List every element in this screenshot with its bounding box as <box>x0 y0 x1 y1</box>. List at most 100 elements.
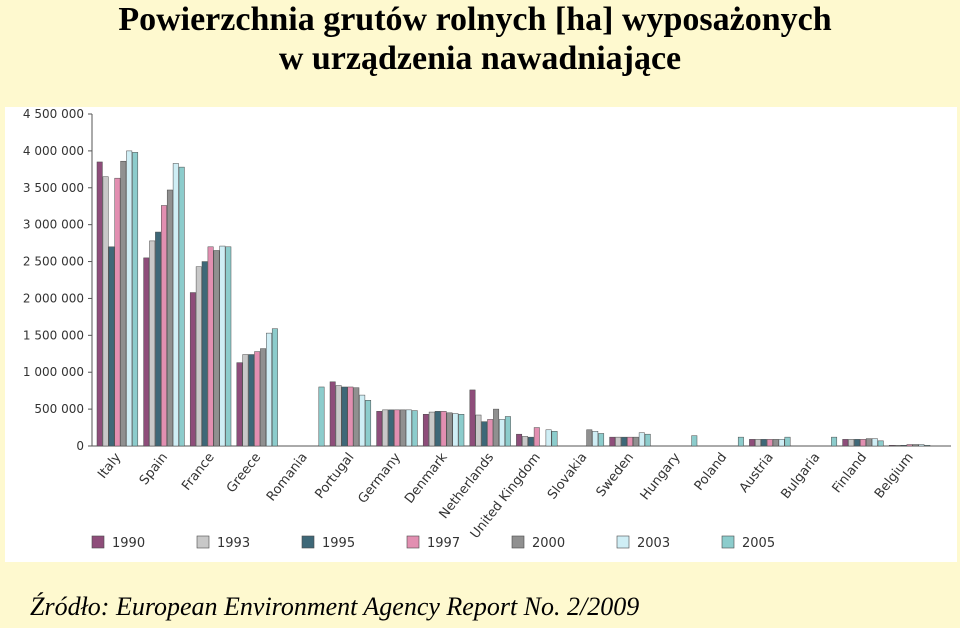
x-tick-label: Spain <box>137 450 171 488</box>
y-tick-label: 0 <box>76 439 84 453</box>
bar-finland-1993 <box>848 439 855 447</box>
x-axis-labels: Italy Spain France Greece Romania PortugalGer… <box>95 450 916 542</box>
legend-label-1995: 1995 <box>322 536 355 551</box>
bar-belgium-2005 <box>924 445 931 447</box>
bar-portugal-1997 <box>347 386 354 447</box>
bar-italy-2005 <box>132 152 139 447</box>
bar-netherlands-1995 <box>481 421 488 447</box>
x-tick-label: Poland <box>692 450 731 493</box>
bar-netherlands-2000 <box>493 408 500 447</box>
title-line-2: w urządzenia nawadniające <box>278 40 682 77</box>
legend-label-2000: 2000 <box>532 536 565 551</box>
bar-spain-1993 <box>149 240 156 447</box>
x-tick-label: France <box>179 450 217 493</box>
bar-france-2000 <box>213 250 220 447</box>
x-tick-label: Austria <box>737 450 777 495</box>
bar-germany-1993 <box>382 409 389 447</box>
bar-greece-2003 <box>266 332 272 447</box>
bar-portugal-2003 <box>359 394 366 447</box>
legend-swatch-2003 <box>616 535 630 549</box>
bar-belgium-2003 <box>918 444 925 447</box>
bar-netherlands-2005 <box>504 416 511 447</box>
bar-greece-1997 <box>254 351 261 447</box>
chart-area: 0 500 000 1 000 000 1 500 000 2 000 000 2 500… <box>5 107 957 562</box>
legend: 1990 1993 1995 1997 2000 2003 2005 <box>91 535 775 551</box>
x-tick-label: Finland <box>830 450 870 496</box>
x-tick-label: Denmark <box>402 450 451 507</box>
bar-germany-1995 <box>388 409 395 447</box>
bar-denmark-1995 <box>434 411 441 447</box>
bar-italy-1997 <box>114 177 121 447</box>
legend-swatch-1993 <box>196 535 210 549</box>
bar-spain-1990 <box>143 257 150 447</box>
bar-italy-2000 <box>120 160 127 447</box>
y-tick-label: 3 000 000 <box>23 218 84 232</box>
bar-finland-1997 <box>860 439 866 447</box>
bar-denmark-2003 <box>452 413 459 447</box>
bar-germany-2005 <box>411 410 418 447</box>
legend-swatch-1990 <box>91 535 105 549</box>
bar-spain-2000 <box>166 189 173 447</box>
bar-austria-2000 <box>772 439 779 447</box>
bar-denmark-1990 <box>422 414 429 447</box>
bar-finland-1995 <box>854 439 861 447</box>
bar-united-kingdom-2003 <box>545 429 552 447</box>
bar-portugal-1995 <box>341 386 348 447</box>
bar-france-2005 <box>225 246 232 447</box>
bar-denmark-1997 <box>440 411 447 447</box>
legend-label-1997: 1997 <box>427 536 460 551</box>
bar-austria-2003 <box>778 439 785 447</box>
y-tick-label: 4 000 000 <box>23 144 84 158</box>
bar-austria-1993 <box>755 439 761 447</box>
bar-slovakia-2000 <box>586 429 593 447</box>
bar-united-kingdom-1997 <box>533 427 540 447</box>
bar-belgium-1990 <box>888 445 895 447</box>
bar-bulgaria-2005 <box>831 436 838 447</box>
x-tick-label: Portugal <box>312 450 357 502</box>
bar-austria-2005 <box>784 436 791 447</box>
legend-label-2005: 2005 <box>742 536 775 551</box>
bar-austria-1995 <box>760 439 767 447</box>
bar-portugal-1993 <box>335 385 342 447</box>
legend-swatch-2005 <box>721 535 735 549</box>
source-note: Źródło: European Environment Agency Repo… <box>30 592 640 621</box>
bar-united-kingdom-1995 <box>527 436 534 447</box>
bar-greece-1993 <box>242 354 249 447</box>
bar-netherlands-2003 <box>499 419 505 447</box>
bar-belgium-1997 <box>906 444 913 447</box>
bar-sweden-1990 <box>609 436 616 447</box>
y-tick-label: 1 000 000 <box>23 365 84 379</box>
bar-austria-1997 <box>766 439 773 447</box>
bar-united-kingdom-1990 <box>516 433 523 447</box>
bar-italy-2003 <box>126 150 133 447</box>
bar-italy-1995 <box>108 246 115 447</box>
bar-italy-1990 <box>96 161 103 447</box>
bar-germany-2000 <box>399 409 406 447</box>
bar-spain-1995 <box>155 231 162 447</box>
bar-sweden-1993 <box>615 436 622 447</box>
bar-sweden-2005 <box>644 433 651 447</box>
legend-label-1993: 1993 <box>217 536 250 551</box>
bar-portugal-2000 <box>353 387 360 447</box>
bar-spain-1997 <box>161 205 167 447</box>
x-tick-label: Romania <box>264 450 311 504</box>
bar-spain-2005 <box>178 166 185 447</box>
bar-sweden-2000 <box>632 436 639 447</box>
bar-austria-1990 <box>749 439 756 447</box>
x-tick-label: Sweden <box>594 450 637 500</box>
x-tick-label: Italy <box>95 450 124 482</box>
bar-finland-2003 <box>871 438 878 447</box>
bar-france-1997 <box>207 246 214 447</box>
y-tick-label: 500 000 <box>34 402 84 416</box>
legend-label-1990: 1990 <box>112 536 145 551</box>
bar-germany-1990 <box>376 411 383 447</box>
bar-united-kingdom-2005 <box>551 430 558 447</box>
x-tick-label: Bulgaria <box>778 450 823 502</box>
bar-sweden-1997 <box>627 436 633 447</box>
x-tick-label: Greece <box>224 450 264 496</box>
bar-france-1995 <box>201 261 208 447</box>
y-axis: 0 500 000 1 000 000 1 500 000 2 000 000 2 500… <box>23 107 951 453</box>
bar-italy-1993 <box>102 176 109 447</box>
bar-belgium-1993 <box>894 445 901 447</box>
bar-slovakia-2003 <box>592 430 599 447</box>
